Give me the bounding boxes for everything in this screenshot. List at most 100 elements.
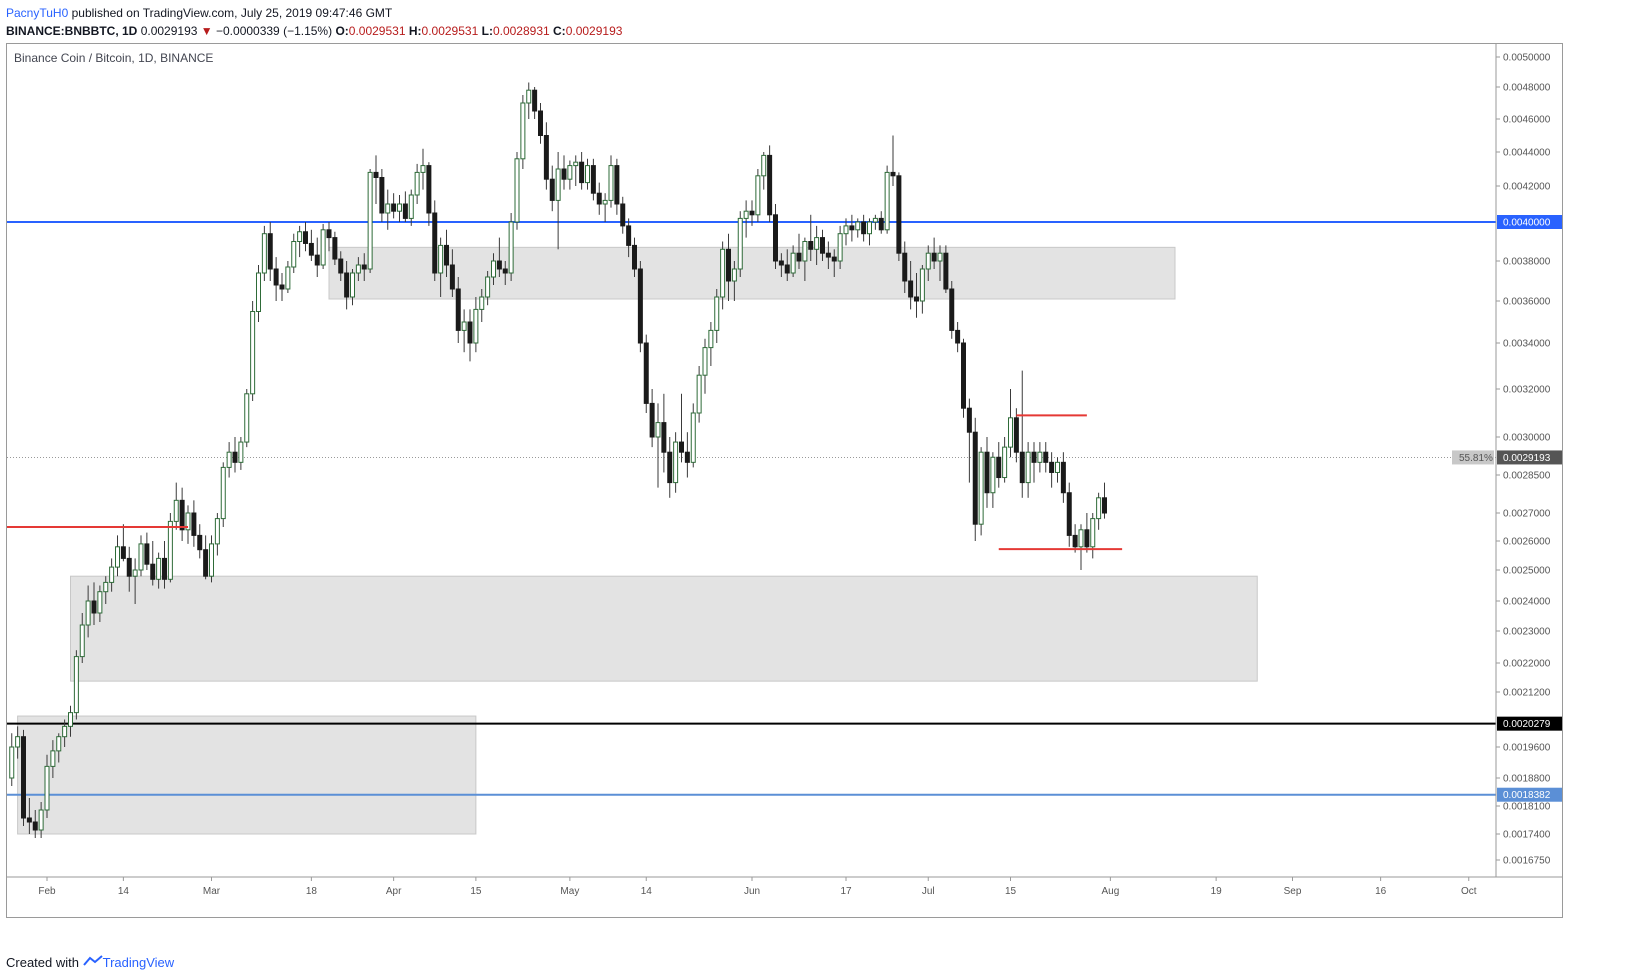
chart-frame[interactable] [6,43,1563,918]
percent-tag [1452,450,1494,465]
time-tick-label: Jun [744,886,760,897]
time-tick-label: 16 [1375,886,1387,897]
candle-body [773,214,778,262]
candle-body [367,171,373,270]
price-tick-label: 0.0016750 [1503,856,1551,867]
footer: Created with TradingView [6,955,174,970]
price-tag-label: 0.0040000 [1503,218,1551,229]
ohlc-line: BINANCE:BNBBTC, 1D 0.0029193 ▼ −0.000033… [6,22,622,40]
time-tick-label: 15 [470,886,482,897]
candle-body [555,168,561,201]
price-tick-label: 0.0027000 [1503,509,1551,520]
candle-body [726,248,731,282]
candle-body [350,272,355,298]
down-arrow-icon: ▼ [200,24,213,38]
candle-body [261,233,267,274]
candle-body [361,264,367,270]
price-tick-label: 0.0018800 [1503,774,1551,785]
candle-body [1002,446,1008,479]
candle-body [690,412,696,463]
candle-body [943,252,949,290]
candle-body [878,217,884,231]
price-tag [1497,450,1562,465]
candle-body [73,656,79,714]
candle-body [485,276,491,298]
candle-body [908,280,914,298]
price-tick-label: 0.0018100 [1503,802,1551,813]
candle-body [291,241,297,268]
price-tick-label: 0.0050000 [1503,53,1551,64]
candle-body [285,266,291,290]
price-tick-label: 0.0026000 [1503,537,1551,548]
time-tick-label: 14 [641,886,653,897]
close-label: C: [553,24,566,38]
tradingview-logo-icon [82,955,103,970]
candle-body [338,258,344,274]
candle-body [197,534,203,551]
candle-body [179,499,185,531]
candle-body [103,581,109,593]
candle-body [420,165,426,173]
zone-rect [328,246,1176,300]
candle-body [203,549,209,577]
candle-body [238,441,244,463]
open-value: 0.0029531 [348,24,406,38]
candle-body [132,569,138,577]
price-chart[interactable]: 0.0050000 0.0048000 0.0046000 0.0044000 0.00… [0,0,1639,930]
candle-body [373,171,379,178]
candle-body [279,284,285,290]
time-tick-label: 14 [118,886,130,897]
price-tick-label: 0.0025000 [1503,566,1551,577]
candle-body [173,499,179,522]
candle-body [185,512,191,531]
candle-body [966,407,972,433]
candle-body [297,231,303,242]
candle-body [344,272,350,298]
candle-body [931,252,937,262]
horizontal-lines [7,221,1496,796]
candle-body [637,268,643,344]
zone-rect [70,575,1258,682]
candle-body [256,272,261,312]
candle-body [214,518,220,545]
candle-body [761,154,767,177]
author-link[interactable]: PacnyTuH0 [6,6,69,20]
candle-body [561,168,567,180]
candle-body [32,821,38,831]
candle-body [97,591,103,614]
price-tag-label: 0.0020279 [1503,719,1551,730]
candle-body [602,199,608,205]
candle-body [191,512,197,536]
candle-body [808,241,814,250]
chart-header: PacnyTuH0 published on TradingView.com, … [6,4,622,40]
zone-rect [17,715,477,835]
candle-body [326,229,332,239]
candle-body [708,329,714,349]
price-tick-label: 0.0036000 [1503,297,1551,308]
candle-body [444,244,449,266]
support-resistance-zones [17,246,1258,835]
price-tag [1497,716,1562,731]
tradingview-link[interactable]: TradingView [102,955,175,970]
candle-body [526,89,532,104]
candle-body [796,252,802,262]
time-tick-label: 15 [1005,886,1017,897]
candle-body [614,165,620,205]
candle-body [38,809,44,831]
candle-body [720,248,726,298]
price-change: −0.0000339 (−1.15%) [216,24,333,38]
candle-body [778,260,784,266]
candle-body [1055,461,1060,473]
candle-body [579,161,585,184]
candle-body [320,229,326,266]
candle-body [414,171,420,196]
candle-body [684,451,690,463]
candle-body [1049,461,1055,473]
candle-body [162,557,167,580]
candle-body [44,765,50,811]
time-tick-label: Sep [1284,886,1302,897]
chart-title: Binance Coin / Bitcoin, 1D, BINANCE [14,51,214,65]
candle-body [867,221,872,235]
candle-body [532,89,538,112]
candle-body [15,736,21,748]
